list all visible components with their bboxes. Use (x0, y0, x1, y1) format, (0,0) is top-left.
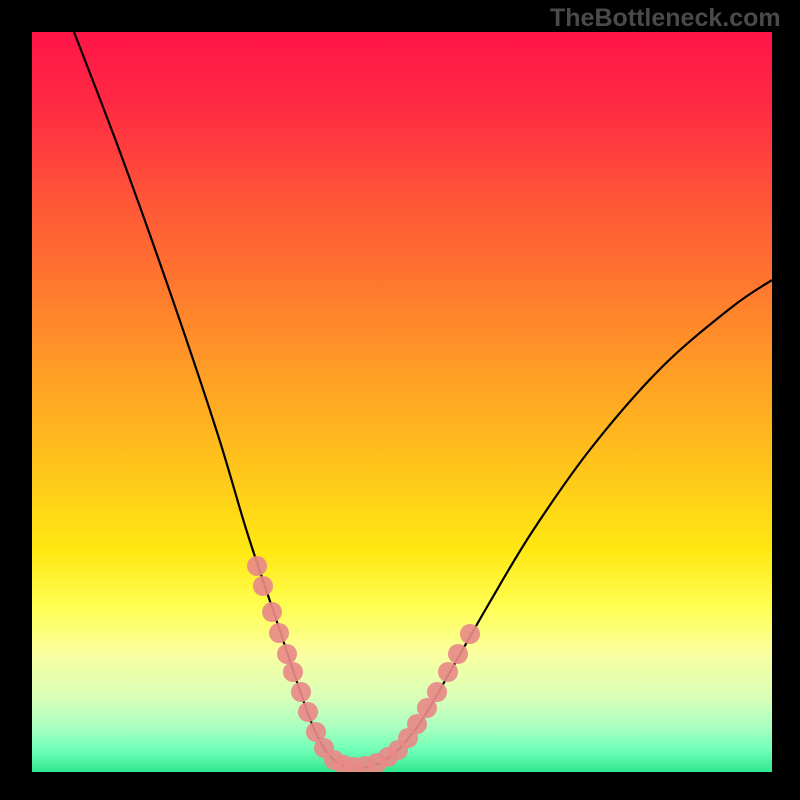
bottleneck-curve-right (354, 280, 772, 768)
data-marker (291, 682, 311, 702)
data-marker (247, 556, 267, 576)
chart-svg (32, 32, 772, 772)
data-marker (448, 644, 468, 664)
data-marker (262, 602, 282, 622)
data-marker (277, 644, 297, 664)
data-marker (269, 623, 289, 643)
marker-group (247, 556, 480, 772)
bottleneck-curve-left (74, 32, 354, 768)
data-marker (438, 662, 458, 682)
data-marker (460, 624, 480, 644)
data-marker (283, 662, 303, 682)
data-marker (253, 576, 273, 596)
data-marker (298, 702, 318, 722)
plot-area (32, 32, 772, 772)
watermark-text: TheBottleneck.com (550, 4, 781, 33)
data-marker (427, 682, 447, 702)
